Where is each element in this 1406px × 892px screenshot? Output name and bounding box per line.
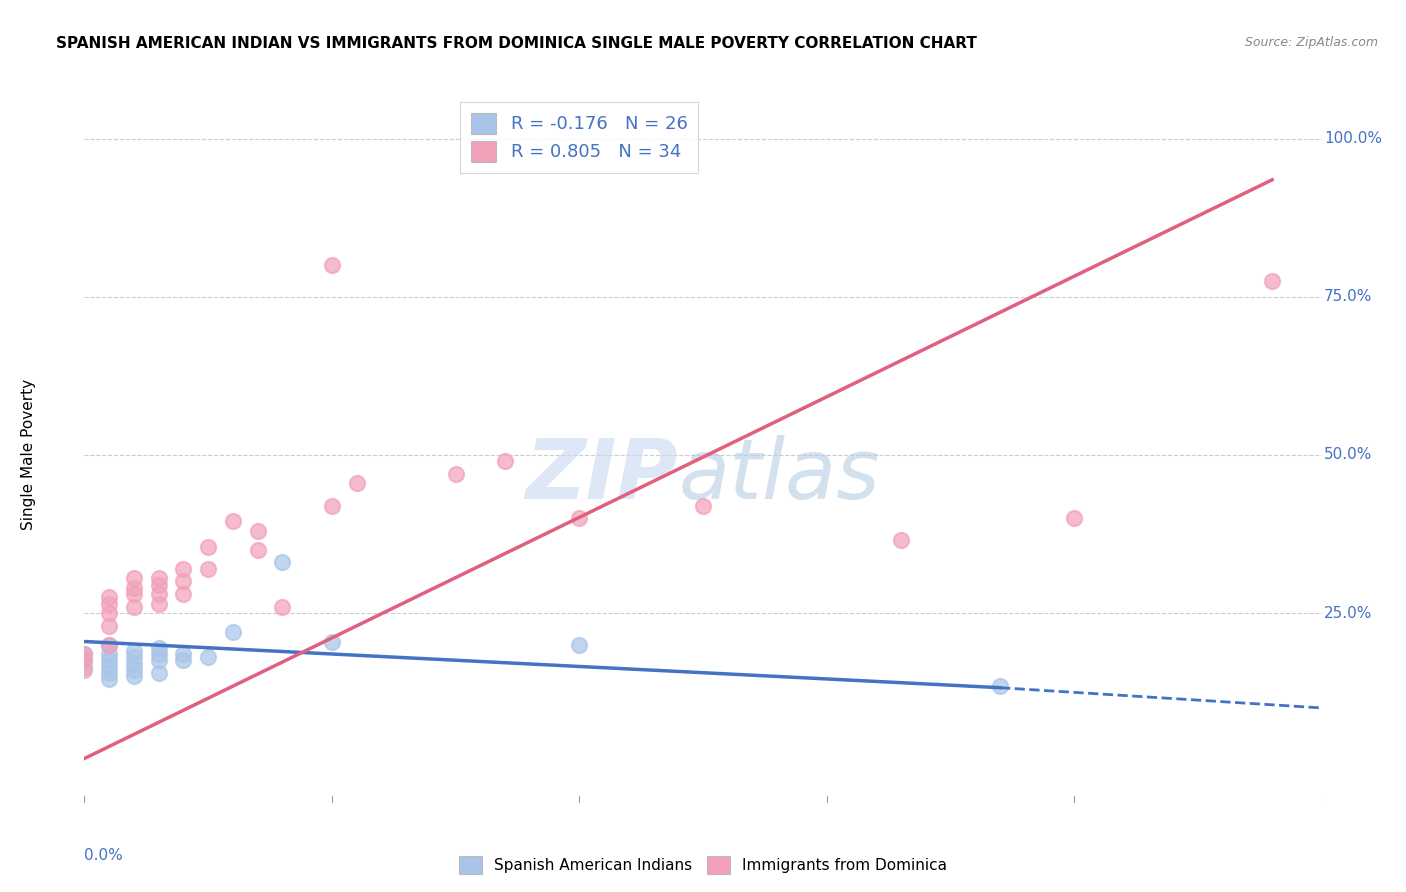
Text: 75.0%: 75.0%: [1324, 289, 1372, 304]
Point: [122, 587, 145, 601]
Point: [172, 562, 194, 576]
Point: [246, 524, 269, 538]
Point: [890, 533, 912, 548]
Point: [321, 499, 343, 513]
Point: [321, 634, 343, 648]
Point: [197, 562, 219, 576]
Point: [122, 571, 145, 585]
Point: [148, 653, 170, 667]
Point: [122, 599, 145, 614]
Point: [271, 599, 294, 614]
Point: [1261, 274, 1284, 288]
Point: [98, 618, 121, 632]
Point: [73, 660, 96, 674]
Point: [321, 258, 343, 272]
Text: Single Male Poverty: Single Male Poverty: [21, 379, 37, 531]
Point: [148, 577, 170, 591]
Point: [148, 666, 170, 681]
Point: [172, 587, 194, 601]
Point: [172, 574, 194, 589]
Text: 0.0%: 0.0%: [84, 848, 124, 863]
Point: [148, 640, 170, 655]
Point: [98, 653, 121, 667]
Point: [346, 476, 368, 491]
Point: [246, 542, 269, 557]
Legend: R = -0.176   N = 26, R = 0.805   N = 34: R = -0.176 N = 26, R = 0.805 N = 34: [460, 103, 699, 173]
Point: [172, 653, 194, 667]
Point: [98, 673, 121, 687]
Point: [73, 647, 96, 661]
Point: [122, 663, 145, 677]
Point: [444, 467, 467, 481]
Point: [122, 644, 145, 658]
Point: [98, 660, 121, 674]
Point: [148, 647, 170, 661]
Text: 25.0%: 25.0%: [1324, 606, 1372, 621]
Point: [98, 638, 121, 652]
Point: [988, 679, 1011, 693]
Point: [98, 647, 121, 661]
Text: 100.0%: 100.0%: [1324, 131, 1382, 146]
Point: [568, 511, 591, 525]
Point: [122, 669, 145, 683]
Point: [1063, 511, 1085, 525]
Point: [73, 653, 96, 667]
Point: [222, 625, 245, 640]
Text: Source: ZipAtlas.com: Source: ZipAtlas.com: [1244, 36, 1378, 49]
Point: [98, 606, 121, 620]
Point: [148, 587, 170, 601]
Point: [98, 638, 121, 652]
Point: [494, 454, 516, 468]
Text: 50.0%: 50.0%: [1324, 448, 1372, 462]
Text: ZIP: ZIP: [526, 435, 678, 516]
Point: [73, 647, 96, 661]
Text: atlas: atlas: [678, 435, 880, 516]
Point: [122, 650, 145, 665]
Point: [692, 499, 714, 513]
Point: [568, 638, 591, 652]
Point: [271, 556, 294, 570]
Point: [172, 647, 194, 661]
Point: [122, 581, 145, 595]
Point: [98, 591, 121, 605]
Legend: Spanish American Indians, Immigrants from Dominica: Spanish American Indians, Immigrants fro…: [453, 850, 953, 880]
Text: SPANISH AMERICAN INDIAN VS IMMIGRANTS FROM DOMINICA SINGLE MALE POVERTY CORRELAT: SPANISH AMERICAN INDIAN VS IMMIGRANTS FR…: [56, 36, 977, 51]
Point: [122, 657, 145, 671]
Point: [148, 597, 170, 611]
Point: [197, 650, 219, 665]
Point: [98, 666, 121, 681]
Point: [222, 514, 245, 528]
Point: [197, 540, 219, 554]
Point: [98, 597, 121, 611]
Point: [73, 653, 96, 667]
Point: [148, 571, 170, 585]
Point: [73, 663, 96, 677]
